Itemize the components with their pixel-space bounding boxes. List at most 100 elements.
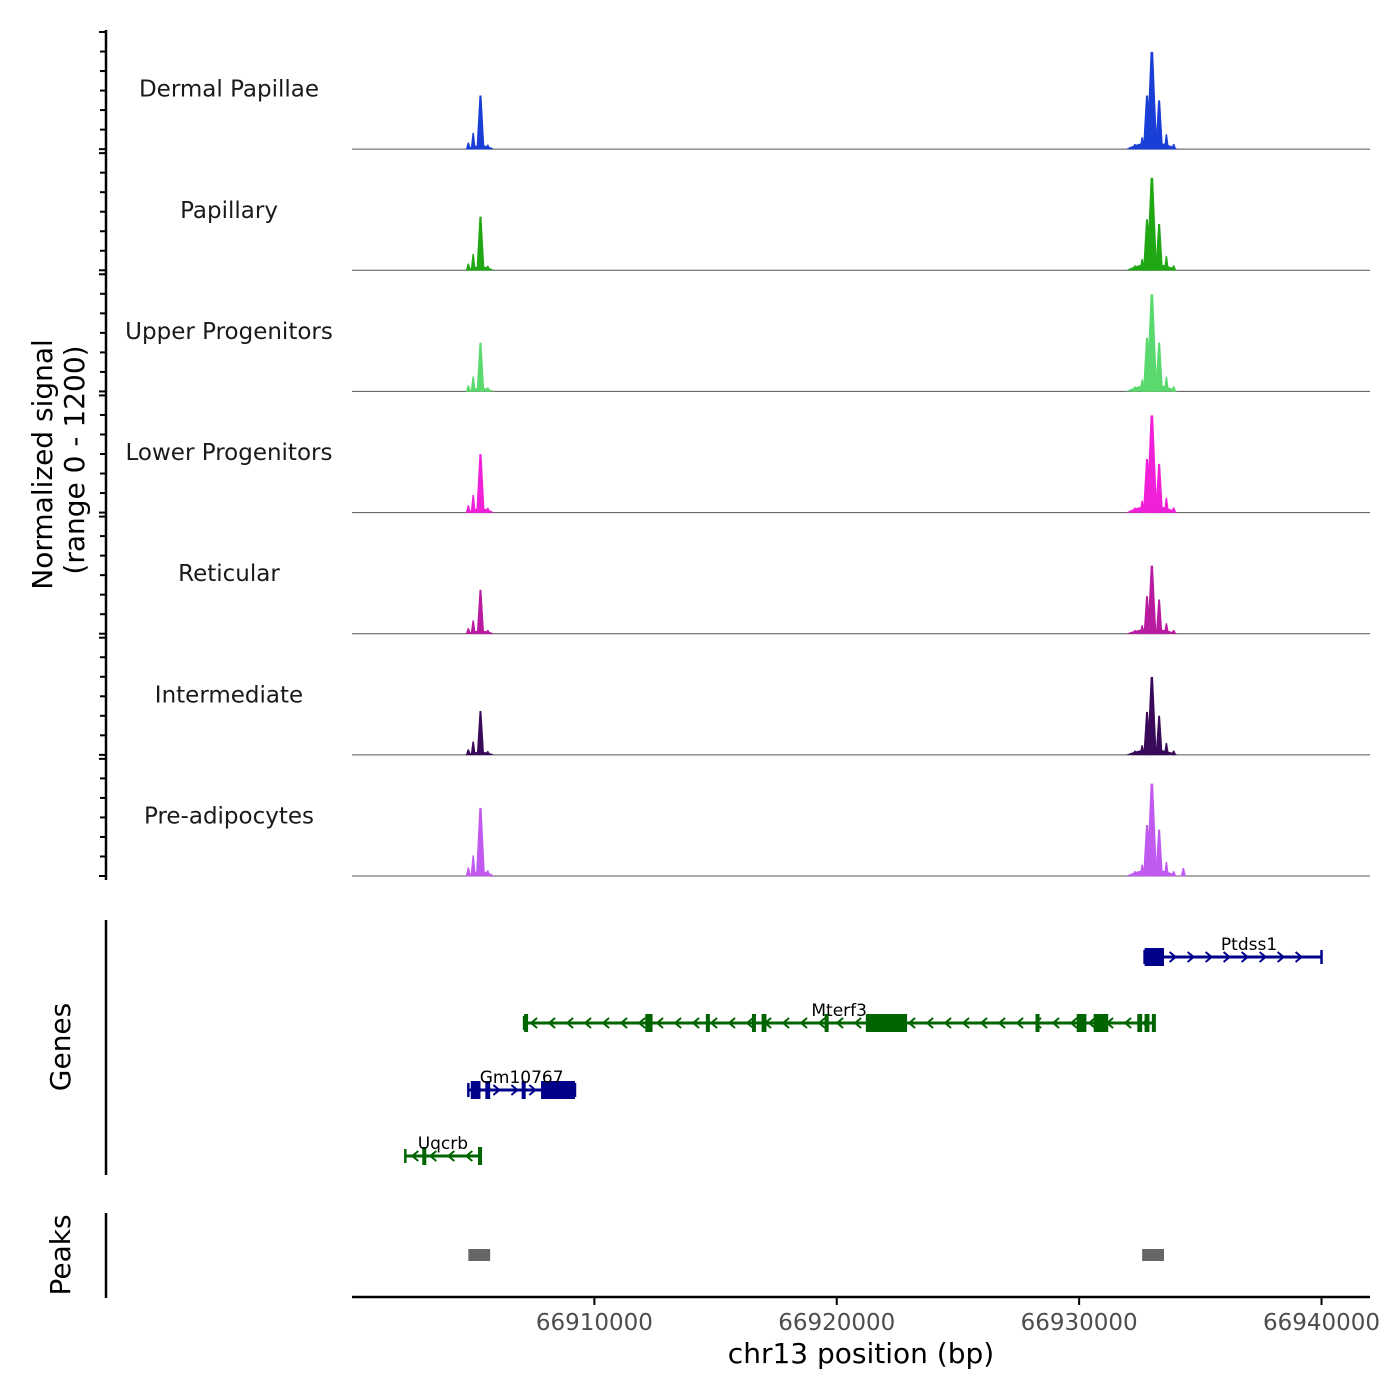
signal-spike xyxy=(476,454,485,513)
coverage-track-5: Reticular xyxy=(178,561,1370,635)
gene-label: Mterf3 xyxy=(811,1001,867,1021)
signal-spike xyxy=(1155,342,1163,392)
gene-uqcrb: Uqcrb xyxy=(404,1134,483,1165)
gene-models: Ptdss1 Mterf3 Gm10767 Uqcrb xyxy=(404,935,1323,1165)
signal-spike xyxy=(476,216,485,271)
strand-arrow xyxy=(655,1017,664,1029)
strand-arrow xyxy=(1276,951,1286,963)
strand-arrow xyxy=(1123,1017,1132,1029)
signal-spike xyxy=(476,95,485,150)
exon xyxy=(524,1014,529,1032)
exon xyxy=(761,1014,767,1032)
signal-spike xyxy=(1155,463,1163,513)
x-tick-label: 66940000 xyxy=(1263,1310,1380,1336)
x-axis-title: chr13 position (bp) xyxy=(728,1337,994,1370)
strand-arrow xyxy=(464,1150,473,1162)
exon xyxy=(751,1014,756,1032)
strand-arrow xyxy=(1015,1017,1024,1029)
genes-panel-title: Genes xyxy=(44,1003,77,1091)
track-label: Upper Progenitors xyxy=(125,319,333,345)
strand-arrow xyxy=(1051,1017,1060,1029)
strand-arrow xyxy=(979,1017,988,1029)
strand-arrow xyxy=(547,1017,556,1029)
gene-label: Uqcrb xyxy=(418,1134,468,1154)
signal-spike xyxy=(465,385,471,392)
signal-shoulder xyxy=(1125,628,1178,634)
strand-arrow xyxy=(799,1017,808,1029)
exon xyxy=(521,1081,526,1099)
coverage-track-2: Papillary xyxy=(180,177,1370,271)
strand-arrow xyxy=(907,1017,916,1029)
coverage-axis-title-line1: Normalized signal xyxy=(26,339,59,590)
signal-spike xyxy=(1155,599,1163,635)
exon xyxy=(485,1081,491,1099)
strand-arrow xyxy=(601,1017,610,1029)
signal-spike xyxy=(1146,415,1158,513)
strand-arrow xyxy=(637,1017,646,1029)
strand-arrow xyxy=(583,1017,592,1029)
genes-panel: Genes Ptdss1 Mterf3 Gm10767 Uqcrb xyxy=(44,920,1323,1175)
signal-shoulder xyxy=(1125,869,1178,876)
coverage-axis-title: Normalized signal (range 0 - 1200) xyxy=(26,330,91,589)
strand-arrow xyxy=(817,1017,826,1029)
exon xyxy=(422,1147,427,1165)
strand-arrow xyxy=(1222,951,1232,963)
exon xyxy=(1137,1014,1143,1032)
signal-shoulder xyxy=(466,871,495,876)
strand-arrow xyxy=(565,1017,574,1029)
strand-arrow xyxy=(428,1150,437,1162)
exon xyxy=(824,1014,829,1032)
signal-shoulder xyxy=(1125,749,1178,755)
signal-spike xyxy=(1146,51,1158,150)
strand-arrow xyxy=(492,1084,501,1096)
strand-arrow xyxy=(1087,1017,1096,1029)
signal-shoulder xyxy=(466,145,495,150)
exon xyxy=(1144,1014,1150,1032)
peak-regions xyxy=(468,1249,1164,1261)
x-tick-label: 66910000 xyxy=(536,1310,653,1336)
coverage-panel: Dermal Papillae Papillary Upper Progenitor… xyxy=(26,30,1370,880)
signal-spike xyxy=(465,142,471,150)
coverage-track-3: Upper Progenitors xyxy=(125,294,1370,392)
strand-arrow xyxy=(943,1017,952,1029)
signal-spike xyxy=(1146,294,1158,392)
exon xyxy=(645,1014,653,1032)
x-axis-ticks: 66910000 66920000 66930000 66940000 xyxy=(536,1297,1380,1336)
signal-spike xyxy=(470,376,476,392)
gene-mterf3: Mterf3 xyxy=(522,1001,1156,1032)
strand-arrow xyxy=(1240,951,1250,963)
coverage-track-6: Intermediate xyxy=(155,677,1370,756)
signal-shoulder xyxy=(1125,263,1178,271)
strand-arrow xyxy=(691,1017,700,1029)
signal-spike xyxy=(475,807,485,877)
coverage-track-7: Pre-adipocytes xyxy=(144,783,1370,877)
signal-shoulder xyxy=(466,751,495,755)
strand-arrow xyxy=(961,1017,970,1029)
strand-arrow xyxy=(1204,951,1214,963)
coverage-axis-title-line2: (range 0 - 1200) xyxy=(58,345,91,574)
exon xyxy=(470,1081,481,1099)
signal-spike xyxy=(1146,783,1158,877)
signal-shoulder xyxy=(466,387,495,392)
strand-arrow xyxy=(1294,951,1304,963)
signal-spike xyxy=(1147,565,1157,635)
track-label: Reticular xyxy=(178,561,280,587)
strand-arrow xyxy=(619,1017,628,1029)
strand-arrow xyxy=(745,1017,754,1029)
strand-arrow xyxy=(835,1017,844,1029)
coverage-y-ticks xyxy=(99,31,106,877)
signal-shoulder xyxy=(466,266,495,271)
signal-spike xyxy=(476,710,485,756)
exon xyxy=(1035,1014,1040,1032)
strand-arrow xyxy=(528,1084,537,1096)
signal-spike xyxy=(1155,715,1163,756)
strand-arrow xyxy=(997,1017,1006,1029)
strand-arrow xyxy=(510,1084,519,1096)
signal-spike xyxy=(470,253,476,271)
x-tick-label: 66920000 xyxy=(778,1310,895,1336)
strand-arrow xyxy=(410,1150,419,1162)
signal-shoulder xyxy=(1125,142,1178,150)
strand-arrow xyxy=(529,1017,538,1029)
strand-arrow xyxy=(673,1017,682,1029)
